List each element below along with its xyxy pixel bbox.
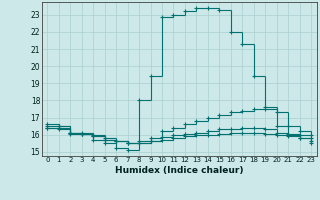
X-axis label: Humidex (Indice chaleur): Humidex (Indice chaleur) [115, 166, 244, 175]
